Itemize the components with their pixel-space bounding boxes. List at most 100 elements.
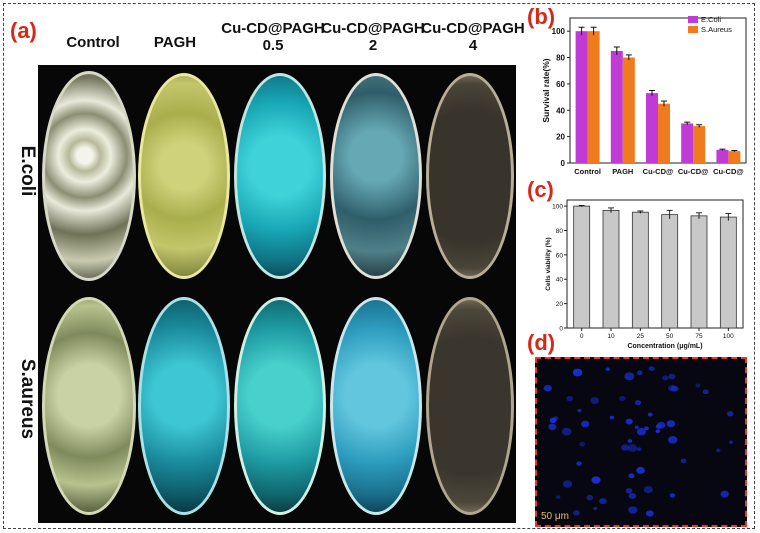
- cell-nucleus: [586, 494, 594, 501]
- bar-ecoli: [681, 123, 694, 163]
- cell-nucleus: [636, 466, 645, 474]
- column-header-cucd-2: Cu-CD@PAGH 2: [318, 20, 428, 54]
- row-label-saureus: S.aureus: [17, 358, 38, 440]
- cell-nucleus: [573, 510, 580, 516]
- panel-label-a: (a): [10, 18, 37, 43]
- cell-nucleus: [668, 373, 676, 380]
- x-tick-label: 0: [580, 333, 584, 340]
- column-header-dose: 0.5: [262, 37, 284, 54]
- column-header-cucd-05: Cu-CD@PAGH 0.5: [218, 20, 328, 54]
- x-tick-label: 25: [637, 333, 645, 340]
- cell-nucleus: [720, 490, 729, 498]
- dish-ecoli-cucd-05: [234, 73, 326, 279]
- cell-nucleus: [728, 440, 734, 444]
- x-tick-label: 10: [607, 333, 615, 340]
- cell-nucleus: [726, 411, 734, 417]
- cell-nucleus: [625, 488, 633, 494]
- legend-label: E.Coli: [701, 15, 721, 24]
- survival-rate-chart: 0 20 40 60 80 100 Survival rate(%) Control PAGH C…: [541, 15, 747, 178]
- cell-nucleus: [680, 458, 687, 464]
- cell-nucleus: [662, 375, 669, 381]
- cell-nucleus: [668, 384, 677, 392]
- cell-nucleus: [647, 412, 653, 417]
- cell-nucleus: [605, 367, 610, 371]
- cell-nucleus: [636, 427, 647, 436]
- y-tick-label: 20: [556, 133, 565, 142]
- cell-nucleus: [628, 492, 637, 499]
- viability-bar: [631, 211, 649, 329]
- cell-nucleus: [549, 417, 557, 424]
- bar-ecoli: [646, 93, 658, 163]
- cell-nucleus: [562, 480, 573, 488]
- y-tick-label: 40: [556, 106, 565, 115]
- x-category-label: PAGH: [612, 167, 633, 176]
- cell-nucleus: [579, 441, 586, 447]
- cell-nucleus: [628, 506, 638, 514]
- cell-nucleus: [656, 421, 666, 429]
- viability-bar: [573, 205, 591, 329]
- dish-ecoli-pagh: [138, 73, 230, 279]
- dish-saureus-cucd-2: [330, 297, 422, 515]
- cell-nucleus: [573, 368, 579, 373]
- cell-nucleus: [561, 427, 572, 436]
- x-axis-label: Concentration (μg/mL): [627, 343, 702, 350]
- cell-nucleus: [576, 461, 582, 466]
- cell-nucleus: [548, 423, 557, 431]
- column-header-dose: 2: [368, 37, 378, 54]
- column-header-text: Cu-CD@PAGH: [221, 20, 325, 37]
- cell-nucleus: [636, 370, 643, 376]
- x-tick-label: 75: [695, 333, 703, 340]
- cell-nucleus: [634, 400, 642, 406]
- x-tick-label: 50: [666, 333, 674, 340]
- y-tick-label: 60: [556, 80, 565, 89]
- cell-nucleus: [628, 473, 635, 479]
- x-category-label: Control: [574, 167, 601, 176]
- viability-bar: [690, 215, 708, 329]
- cell-nucleus: [555, 495, 561, 499]
- cell-nucleus: [543, 384, 552, 392]
- y-tick-label: 0: [559, 326, 563, 333]
- column-header-cucd-4: Cu-CD@PAGH 4: [418, 20, 528, 54]
- x-category-label: Cu-CD@: [678, 167, 709, 176]
- viability-bar: [719, 216, 737, 329]
- cell-nucleus: [625, 418, 633, 425]
- cell-nucleus: [668, 436, 678, 444]
- cell-nucleus: [599, 498, 607, 505]
- column-header-text: Cu-CD@PAGH: [421, 20, 525, 37]
- y-axis-label: Survival rate(%): [541, 58, 551, 122]
- x-category-label: PAGH 4: [715, 176, 743, 178]
- x-category-label: PAGH 0.5: [641, 176, 675, 178]
- cell-nucleus: [572, 368, 583, 377]
- x-category-label: Cu-CD@: [713, 167, 744, 176]
- bar-saureus: [587, 31, 600, 163]
- viability-bar: [602, 209, 620, 329]
- cell-nucleus: [655, 429, 661, 433]
- dish-saureus-cucd-4: [426, 297, 514, 515]
- cell-nucleus: [566, 395, 574, 402]
- y-tick-label: 100: [552, 204, 563, 211]
- cell-nucleus: [624, 372, 635, 381]
- row-label-ecoli: E.coli: [17, 145, 38, 197]
- cell-nucleus: [593, 506, 598, 511]
- cell-nucleus: [645, 510, 654, 517]
- column-header-control: Control: [66, 34, 120, 51]
- bar-saureus: [728, 151, 741, 163]
- cell-nucleus: [666, 420, 676, 428]
- cell-viability-chart: 0 20 40 60 80 100 Cells viability (%) 0 10 25 50 75…: [545, 199, 744, 350]
- cell-nucleus: [702, 389, 709, 395]
- cell-nucleus: [590, 397, 599, 404]
- legend-label: S.Aureus: [701, 25, 732, 34]
- bar-saureus: [658, 103, 670, 163]
- column-header-dose: 4: [468, 37, 478, 54]
- x-category-label: PAGH 2: [680, 176, 707, 178]
- legend-swatch: [688, 26, 698, 33]
- x-tick-label: 100: [723, 333, 734, 340]
- plot-frame: [566, 199, 744, 329]
- scale-bar-label: 50 μm: [541, 511, 569, 522]
- x-category-label: Cu-CD@: [643, 167, 674, 176]
- column-header-text: Cu-CD@PAGH: [321, 20, 425, 37]
- dish-ecoli-cucd-4: [426, 73, 514, 279]
- column-header-pagh: PAGH: [153, 34, 197, 51]
- panel-label-d: (d): [527, 330, 556, 355]
- dish-saureus-pagh: [138, 297, 230, 515]
